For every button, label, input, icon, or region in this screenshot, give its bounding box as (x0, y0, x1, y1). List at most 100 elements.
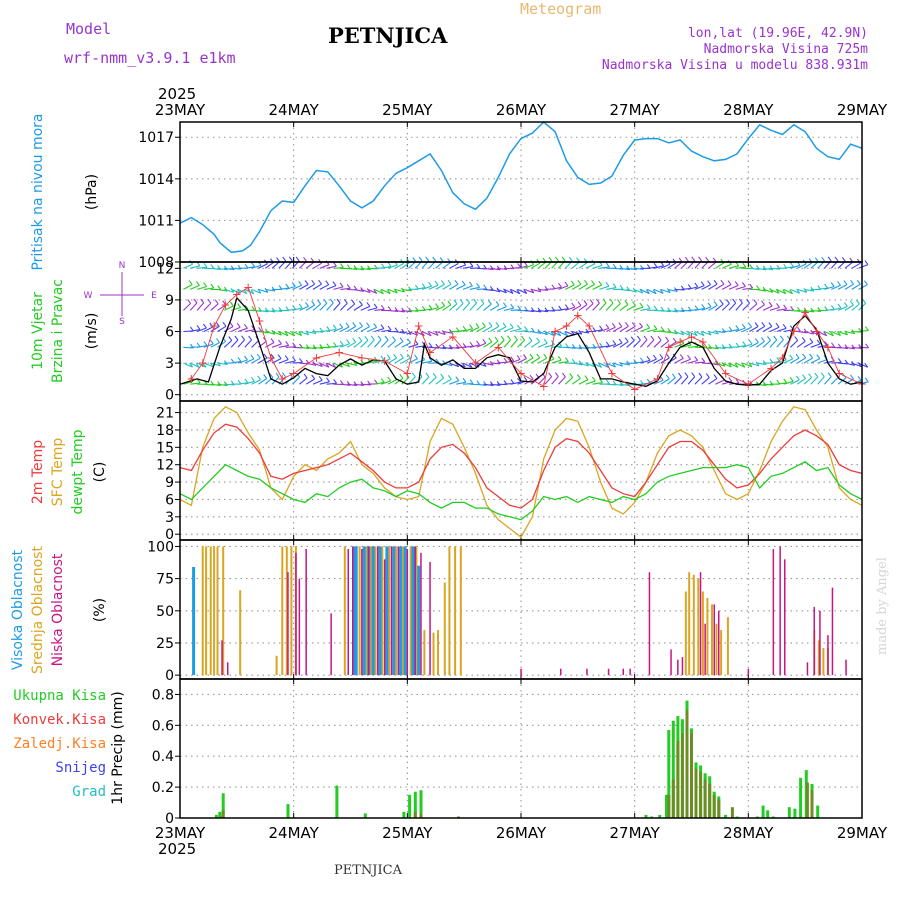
wind-barb (469, 326, 480, 333)
total-precip-bar (644, 814, 648, 818)
wind-barb (183, 346, 194, 349)
convective-precip-bar (694, 768, 698, 818)
wind-barb-flag (384, 335, 389, 341)
total-precip-bar (816, 805, 820, 818)
mid-cloud-bar (222, 546, 225, 676)
wind-barb (490, 362, 501, 365)
wind-barb (715, 330, 726, 334)
wind-barb (496, 339, 505, 348)
legend-freezing-precip: Zaledj.Kisa (13, 736, 106, 752)
wind-barb (735, 285, 746, 290)
wind-barb (606, 326, 616, 332)
wind-barb (810, 309, 821, 313)
wind-barb-flag (303, 256, 307, 262)
wind-barb (715, 283, 725, 290)
wind-barb (756, 362, 767, 366)
wind-barb-flag (244, 378, 249, 384)
wind-barb (742, 362, 753, 368)
wind-barb (551, 331, 561, 337)
wind-barb-flag (646, 304, 651, 309)
wind-barb (619, 325, 629, 332)
wind-barb (837, 305, 848, 311)
low-cloud-bar (560, 668, 562, 676)
wind-barb-flag (795, 375, 800, 381)
high-cloud-bar (392, 546, 396, 676)
wind-barb (237, 308, 248, 311)
wind-barb-flag (462, 377, 467, 383)
wind-barb (687, 359, 698, 364)
wind-barb (476, 303, 485, 311)
wind-barb (462, 302, 471, 311)
low-cloud-bar (681, 657, 684, 676)
wind-barb-flag (243, 323, 248, 329)
total-precip-bar (413, 791, 417, 818)
wind-barb (674, 309, 685, 313)
wind-barb-flag (742, 341, 747, 346)
wind-barb (299, 377, 308, 385)
top-day-label: 29MAY (837, 101, 888, 119)
low-cloud-bar (813, 606, 815, 676)
wind-barb (319, 264, 330, 269)
wind-barb (831, 284, 841, 290)
wind-barb-flag (605, 262, 610, 268)
wind-barb (653, 339, 662, 348)
y-tick-label: 0.2 (152, 780, 174, 796)
wind-barb (428, 306, 439, 311)
convective-precip-bar (667, 794, 671, 818)
high-cloud-bar (371, 546, 375, 676)
wind-barb-flag (652, 354, 657, 360)
wind-barb (367, 307, 378, 311)
wind-barb (783, 329, 794, 333)
wind-barb (319, 381, 330, 385)
wind-barb-flag (469, 324, 474, 330)
wind-barb (749, 362, 760, 367)
wind-barb (605, 302, 614, 311)
wind-barb-flag (824, 341, 828, 346)
wind-gust-marker: + (289, 367, 299, 381)
wind-barb (476, 383, 487, 386)
wind-barb-flag (827, 372, 832, 378)
wind-barb (299, 330, 309, 336)
wind-barb-flag (503, 357, 508, 363)
wind-barb-flag (351, 299, 356, 305)
wind-barb (415, 359, 425, 364)
wind-gust-marker: + (402, 367, 412, 381)
wind-barb (360, 383, 371, 386)
wind-barb (762, 340, 771, 348)
wind-barb-flag (558, 282, 562, 288)
wind-barb (578, 330, 589, 334)
y-tick-label: 3 (165, 356, 174, 372)
wind-barb (496, 326, 507, 332)
wind-barb-flag (258, 326, 263, 332)
wind-barb-flag (796, 326, 801, 332)
wind-barb-flag (394, 327, 399, 333)
total-precip-bar (286, 804, 290, 818)
wind-barb (476, 362, 487, 367)
wind-barb-flag (850, 279, 854, 285)
wind-barb-flag (373, 303, 378, 309)
wind-barb (230, 326, 241, 332)
wind-barb (183, 303, 191, 311)
top-day-label: 24MAY (269, 101, 320, 119)
wind-barb (851, 283, 861, 290)
wind-barb-flag (561, 372, 566, 378)
wind-barb (538, 309, 549, 313)
wind-barb (244, 329, 255, 333)
wind-barb-flag (447, 300, 452, 306)
wind-barb (639, 339, 648, 348)
y-tick-label: 12 (156, 261, 174, 277)
wind-barb-flag (339, 340, 344, 346)
wind-barb (462, 383, 474, 385)
wind-barb-flag (250, 376, 255, 382)
cloud-unit-label: (%) (92, 598, 108, 622)
wind-barb (763, 267, 774, 271)
wind-gust-marker: + (516, 367, 526, 381)
wind-barb (626, 288, 637, 293)
model-label: Model (66, 20, 111, 38)
wind-gust-marker: + (675, 335, 685, 349)
wind-barb-flag (214, 299, 219, 305)
wind-barb-flag (558, 305, 563, 311)
wind-barb-flag (713, 374, 718, 379)
pressure-panel: 1008 1011 1014 1017 (138, 120, 863, 271)
wind-barb (762, 305, 773, 311)
